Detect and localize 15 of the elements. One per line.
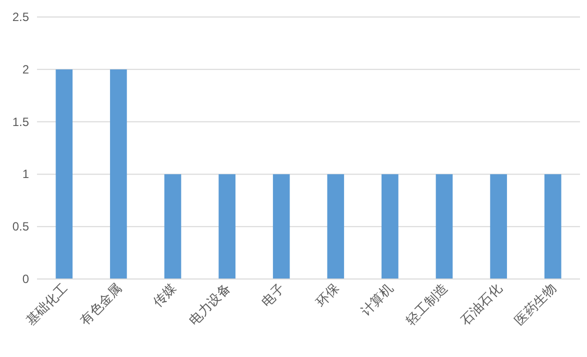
y-tick-label: 1 xyxy=(22,167,30,182)
y-tick-label: 1.5 xyxy=(12,114,30,129)
x-tick-label: 医药生物 xyxy=(512,280,559,328)
x-tick-label: 环保 xyxy=(312,280,342,310)
y-tick-label: 2 xyxy=(22,62,30,76)
y-tick-label: 0 xyxy=(22,272,30,286)
y-tick-label: 2.5 xyxy=(12,10,30,24)
x-tick-label: 传媒 xyxy=(150,280,179,310)
x-tick-label: 轻工制造 xyxy=(402,280,450,328)
y-tick-label: 0.5 xyxy=(12,220,30,234)
x-tick-label: 电力设备 xyxy=(186,280,234,328)
x-tick-label: 有色金属 xyxy=(77,280,125,328)
x-tick-label: 计算机 xyxy=(358,280,396,319)
x-tick-label: 电子 xyxy=(258,280,288,310)
x-tick-label: 石油石化 xyxy=(457,280,505,328)
